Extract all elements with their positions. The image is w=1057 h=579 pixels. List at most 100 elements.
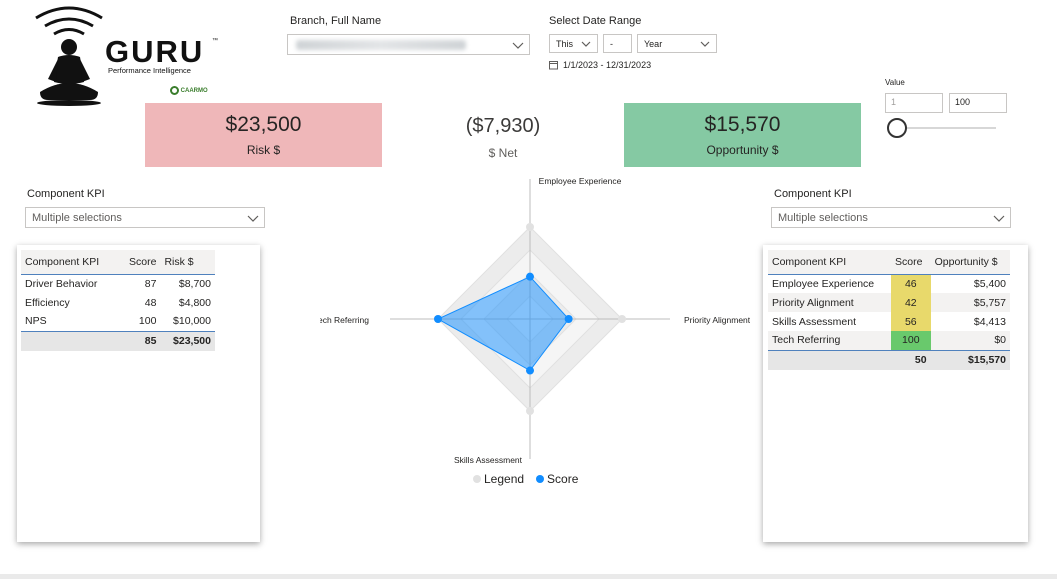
value-slider-track[interactable] <box>896 127 996 129</box>
value-slider-thumb[interactable] <box>887 118 907 138</box>
score-cell: 42 <box>891 293 931 312</box>
column-header[interactable]: Opportunity $ <box>930 250 1010 275</box>
total-row: 85 $23,500 <box>21 330 215 351</box>
kpi-cell: Driver Behavior <box>25 277 98 290</box>
calendar-icon <box>549 61 558 70</box>
kpi-cell: Employee Experience <box>772 277 875 290</box>
amount-cell: $5,757 <box>930 293 1010 312</box>
amount-cell: $0 <box>930 331 1010 350</box>
brand-tagline: Performance Intelligence <box>108 66 191 75</box>
column-header[interactable]: Risk $ <box>160 250 215 275</box>
partner-c-icon <box>170 86 179 95</box>
score-cell: 48 <box>144 296 157 309</box>
date-slicer-title: Select Date Range <box>549 15 642 27</box>
value-min-input[interactable]: 1 <box>885 93 943 113</box>
date-unit-value: Year <box>644 38 663 49</box>
total-amount-cell: $23,500 <box>160 330 215 351</box>
table-row[interactable]: Driver Behavior 87 $8,700 <box>21 274 215 293</box>
score-cell: 56 <box>891 312 931 331</box>
table-header-row: Component KPI Score Risk $ <box>21 250 215 275</box>
total-score-cell: 85 <box>118 330 161 351</box>
total-label-cell <box>768 349 892 370</box>
date-relative-value: This <box>556 38 574 49</box>
legend-dot-icon <box>473 475 481 483</box>
date-range-text: 1/1/2023 - 12/31/2023 <box>563 60 652 70</box>
amount-cell: $8,700 <box>178 277 211 290</box>
chevron-down-icon <box>993 215 1005 222</box>
trademark: ™ <box>212 38 218 44</box>
legend-label: Legend <box>484 472 525 486</box>
right-kpi-dropdown[interactable]: Multiple selections <box>771 207 1011 228</box>
net-card: ($7,930) $ Net <box>445 112 561 162</box>
legend-item-score[interactable]: Score <box>536 472 578 486</box>
meditation-logo-icon <box>35 6 103 106</box>
table-row[interactable]: Priority Alignment 42 $5,757 <box>768 293 1010 312</box>
amount-cell: $10,000 <box>173 315 211 328</box>
right-kpi-slicer-title: Component KPI <box>774 188 852 200</box>
guru-logo: GURU ™ Performance Intelligence CAARMO <box>12 4 227 108</box>
legend-item-legend[interactable]: Legend <box>473 472 524 486</box>
left-kpi-value: Multiple selections <box>32 211 122 224</box>
bottom-bar <box>0 574 1057 579</box>
branch-slicer-title: Branch, Full Name <box>290 15 382 27</box>
table-row[interactable]: Tech Referring 100 $0 <box>768 331 1010 350</box>
total-label-cell <box>21 330 119 351</box>
date-relative-dropdown[interactable]: This <box>549 34 598 53</box>
opportunity-table-panel: Component KPI Score Opportunity $ Employ… <box>763 245 1028 542</box>
table-row[interactable]: NPS 100 $10,000 <box>21 312 215 331</box>
total-amount-cell: $15,570 <box>930 349 1010 370</box>
column-header[interactable]: Component KPI <box>768 250 892 275</box>
legend-dot-icon <box>536 475 545 483</box>
amount-cell: $5,400 <box>973 277 1006 290</box>
kpi-cell: Priority Alignment <box>768 293 892 312</box>
total-row: 50 $15,570 <box>768 349 1010 370</box>
chart-legend: Legend Score <box>473 472 578 486</box>
opportunity-card: $15,570 Opportunity $ <box>624 103 861 167</box>
partner-name: CAARMO <box>180 88 208 95</box>
radar-point <box>526 223 534 231</box>
date-range-display: 1/1/2023 - 12/31/2023 <box>549 60 651 70</box>
kpi-cell: Tech Referring <box>768 331 892 350</box>
score-cell: 100 <box>891 331 931 350</box>
brand-name: GURU <box>105 34 205 69</box>
net-value: ($7,930) <box>465 114 541 137</box>
radar-axis-label: Skills Assessment <box>454 455 523 465</box>
opportunity-value: $15,570 <box>704 113 781 136</box>
column-header[interactable]: Score <box>891 250 931 275</box>
chevron-down-icon <box>581 41 591 47</box>
chevron-down-icon <box>700 41 710 47</box>
value-slicer-title: Value <box>885 78 905 87</box>
left-kpi-slicer-title: Component KPI <box>27 188 105 200</box>
opportunity-label: Opportunity $ <box>706 143 779 157</box>
radar-point <box>526 407 534 415</box>
table-header-row: Component KPI Score Opportunity $ <box>768 250 1010 275</box>
score-cell: 100 <box>138 315 157 328</box>
radar-chart: Employee Experience Priority Alignment Ski… <box>320 176 750 465</box>
chevron-down-icon <box>247 215 259 222</box>
kpi-cell: NPS <box>25 315 47 328</box>
column-header[interactable]: Score <box>118 250 161 275</box>
kpi-cell: Efficiency <box>25 296 70 309</box>
table-row[interactable]: Employee Experience 46 $5,400 <box>768 274 1010 293</box>
opportunity-table: Component KPI Score Opportunity $ Employ… <box>768 250 1010 370</box>
amount-cell: $4,413 <box>973 315 1006 328</box>
radar-point <box>526 272 534 281</box>
date-unit-dropdown[interactable]: Year <box>637 34 717 53</box>
risk-value: $23,500 <box>225 113 302 136</box>
legend-label: Score <box>547 472 579 486</box>
column-header[interactable]: Component KPI <box>21 250 119 275</box>
amount-cell: $4,800 <box>178 296 211 309</box>
net-label: $ Net <box>488 145 518 160</box>
branch-dropdown[interactable] <box>287 34 530 55</box>
left-kpi-dropdown[interactable]: Multiple selections <box>25 207 265 228</box>
score-cell: 87 <box>144 277 157 290</box>
date-count-input[interactable]: - <box>603 34 632 53</box>
radar-axis-label: Priority Alignment <box>684 315 750 325</box>
risk-table: Component KPI Score Risk $ Driver Behavi… <box>21 250 215 351</box>
radar-point <box>618 315 626 323</box>
table-row[interactable]: Efficiency 48 $4,800 <box>21 293 215 312</box>
risk-table-panel: Component KPI Score Risk $ Driver Behavi… <box>17 245 260 542</box>
table-row[interactable]: Skills Assessment 56 $4,413 <box>768 312 1010 331</box>
value-max-input[interactable]: 100 <box>949 93 1007 113</box>
kpi-cell: Skills Assessment <box>772 315 857 328</box>
